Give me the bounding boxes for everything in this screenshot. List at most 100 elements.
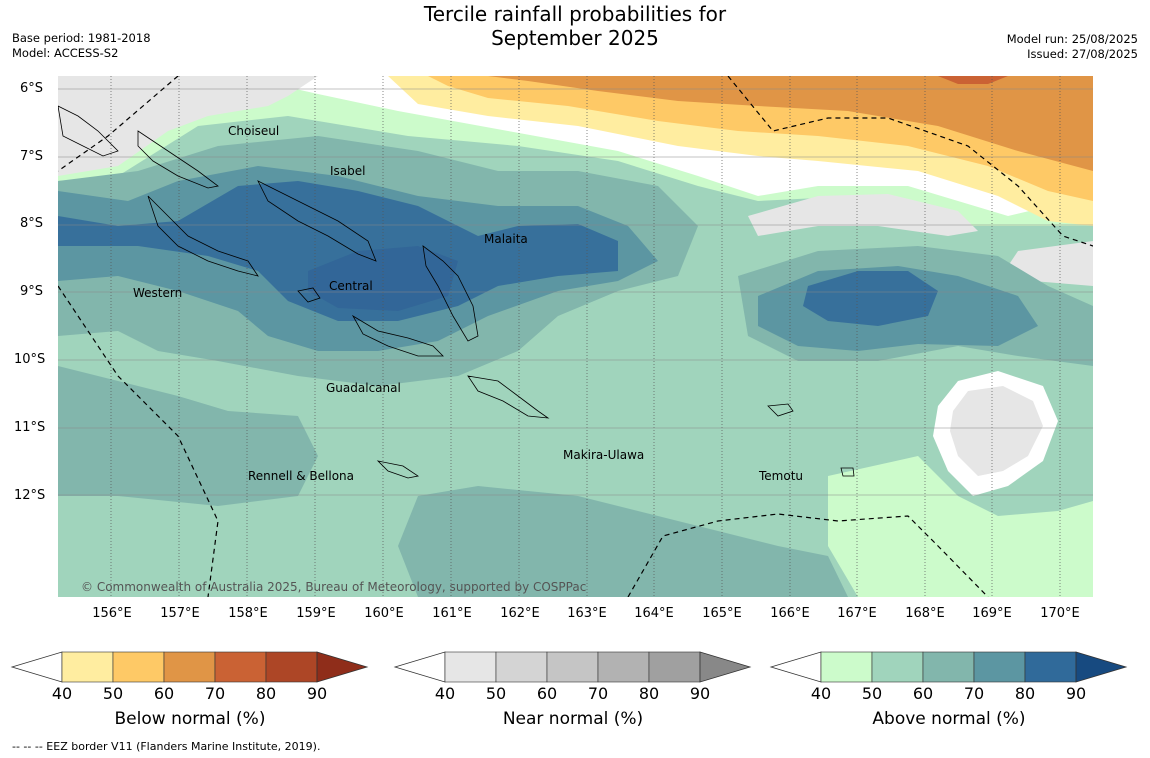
colorbar-title-above: Above normal (%) [872,709,1026,729]
islands [58,105,855,479]
issued-date: Issued: 27/08/2025 [1027,47,1138,61]
colorbar-tick: 90 [306,684,328,703]
colorbar-segment [973,651,1026,683]
colorbar-segment [444,651,497,683]
lon-label: 159°E [296,606,336,621]
colorbar-segment [597,651,650,683]
model-run: Model run: 25/08/2025 [1006,32,1138,46]
lon-label: 158°E [228,606,268,621]
lat-label: 11°S [14,420,46,435]
lon-label: 168°E [905,606,945,621]
colorbar-arrow-high [316,651,369,683]
colorbar-tick: 80 [1014,684,1036,703]
lat-label: 8°S [20,216,44,231]
malaita-island [422,245,479,342]
lon-label: 157°E [160,606,200,621]
above-90-core [308,246,458,311]
colorbar-tick: 40 [51,684,73,703]
lon-label: 169°E [972,606,1012,621]
title-line-2: September 2025 [491,26,659,50]
eez-footnote: -- -- -- EEZ border V11 (Flanders Marine… [12,740,321,753]
below-60-70 [488,76,1093,171]
colorbar-tick: 60 [536,684,558,703]
colorbar-segment [61,651,114,683]
grey-se [950,386,1043,476]
colorbar-tick: 40 [434,684,456,703]
colorbar-arrow-low [10,651,63,683]
colorbar-segment [922,651,975,683]
lon-label: 165°E [702,606,742,621]
lon-label: 164°E [634,606,674,621]
rennell-island [376,460,420,479]
lon-label: 167°E [837,606,877,621]
meta-left: Base period: 1981-2018 Model: ACCESS-S2 [12,31,151,61]
colorbar-segment [214,651,267,683]
region-label-western: Western [133,286,183,300]
colorbar-segment [163,651,216,683]
lon-label: 166°E [770,606,810,621]
bougainville [58,105,119,157]
colorbar-segment [820,651,873,683]
colorbar-below-svg [10,651,369,683]
colorbar-near-normal [393,651,753,683]
colorbar-tick: 90 [1065,684,1087,703]
base-period: Base period: 1981-2018 [12,31,151,45]
above-80-90-west [58,181,618,321]
florida-islands [297,287,321,303]
grey-ne-1 [748,194,978,236]
lon-label: 156°E [92,606,132,621]
region-label-guadalcanal: Guadalcanal [326,381,401,395]
choiseul-island [137,130,219,189]
new-georgia [147,195,259,277]
isabel-island [257,180,377,262]
map-title: Tercile rainfall probabilities for Septe… [0,2,1150,50]
colorbar-tick: 80 [255,684,277,703]
colorbar-tick: 70 [963,684,985,703]
colorbar-tick: 50 [102,684,124,703]
colorbar-arrow-high [1075,651,1128,683]
colorbar-segment [495,651,548,683]
above-60-70-sw [58,366,318,506]
copyright-notice: © Commonwealth of Australia 2025, Bureau… [81,580,587,594]
colorbar-arrow-high [699,651,752,683]
colorbar-below-normal [10,651,370,683]
lon-label: 163°E [567,606,607,621]
region-label-temotu: Temotu [759,469,804,483]
colorbar-segment [546,651,599,683]
region-label-rennell-bellona: Rennell & Bellona [248,469,355,483]
colorbar-title-below: Below normal (%) [114,709,266,729]
lat-label: 10°S [14,352,46,367]
lat-label: 6°S [20,81,44,96]
above-80-90-east [803,271,938,326]
makira-island [467,375,550,419]
light-green-se [828,456,1093,597]
colorbar-above-svg [769,651,1128,683]
model-name: Model: ACCESS-S2 [12,46,119,60]
colorbar-tick: 80 [638,684,660,703]
colorbar-tick: 70 [204,684,226,703]
colorbar-title-near: Near normal (%) [502,709,644,729]
colorbar-arrow-low [393,651,446,683]
colorbar-tick: 50 [861,684,883,703]
map-canvas [58,76,1093,597]
lon-label: 170°E [1040,606,1080,621]
colorbar-tick: 60 [912,684,934,703]
above-60-70-south [398,486,848,597]
lat-label: 12°S [14,488,46,503]
colorbar-tick: 60 [153,684,175,703]
title-line-1: Tercile rainfall probabilities for [423,2,727,26]
region-label-malaita: Malaita [484,232,528,246]
colorbar-above-normal [769,651,1129,683]
colorbar-tick: 70 [587,684,609,703]
region-label-makira-ulawa: Makira-Ulawa [563,448,645,462]
colorbar-segment [112,651,165,683]
below-70-80 [938,76,1008,84]
colorbar-segment [265,651,318,683]
lat-label: 9°S [20,284,44,299]
colorbar-near-svg [393,651,752,683]
colorbar-segment [1024,651,1077,683]
parallel-lines [58,88,1093,496]
lon-label: 162°E [500,606,540,621]
colorbar-segment [871,651,924,683]
region-label-isabel: Isabel [330,164,366,178]
